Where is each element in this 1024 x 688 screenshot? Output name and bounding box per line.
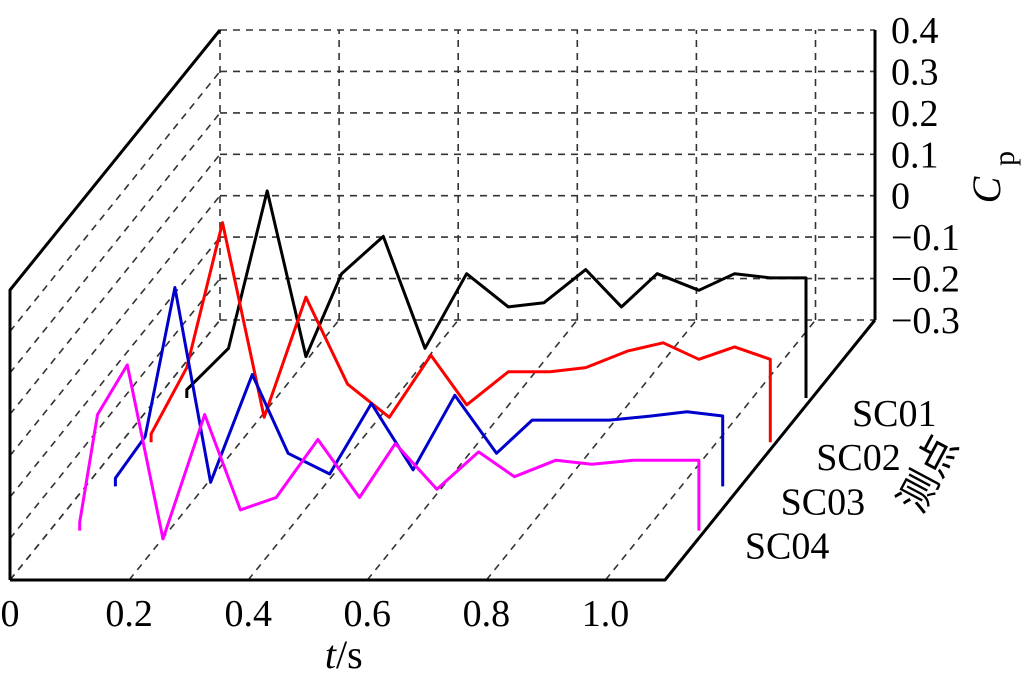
side-wall-gridline — [9, 70, 221, 332]
x-tick-label: 0.8 — [463, 593, 511, 635]
x-tick-label: 0.6 — [344, 593, 392, 635]
z-tick-label: −0.1 — [891, 217, 960, 259]
x-tick-label: 0.2 — [105, 593, 153, 635]
x-tick-label: 1.0 — [582, 593, 630, 635]
side-wall-gridline — [9, 319, 221, 581]
z-tick-label: 0 — [891, 176, 910, 218]
floor-gridline — [485, 319, 698, 581]
floor-gridline — [366, 319, 578, 581]
z-tick-label: 0.4 — [891, 10, 939, 52]
category-label-sc03: SC03 — [781, 481, 865, 523]
x-tick-label: 0.4 — [224, 593, 272, 635]
z-axis-label-main: C — [964, 175, 1009, 203]
side-wall-gridline — [9, 112, 221, 374]
category-label-sc02: SC02 — [816, 437, 900, 479]
x-tick-label: 0 — [1, 593, 20, 635]
series-line-sc01 — [185, 189, 808, 398]
side-wall-gridline — [9, 236, 221, 498]
axes-frame — [8, 29, 877, 582]
axis-floor-frame — [10, 319, 877, 582]
category-label-sc04: SC04 — [745, 526, 829, 568]
series-layer — [78, 189, 808, 541]
series-line-sc03 — [113, 286, 725, 487]
grid-layer — [9, 29, 875, 581]
series-line-sc04 — [78, 363, 701, 541]
z-tick-label: −0.2 — [891, 259, 960, 301]
z-tick-label: 0.1 — [891, 134, 939, 176]
x-axis-label-unit: /s — [336, 632, 363, 677]
tick-labels-layer: 0 0.2 0.4 0.6 0.8 1.00.40.30.20.10−0.1−0.2−0.… — [1, 10, 960, 635]
y-axis-label: 测点 — [889, 428, 967, 520]
side-wall-gridline — [9, 153, 221, 415]
z-tick-label: 0.3 — [891, 51, 939, 93]
side-wall-gridline — [9, 278, 221, 540]
z-tick-label: 0.2 — [891, 93, 939, 135]
floor-gridline — [247, 319, 459, 581]
axis-left-frame — [8, 29, 222, 580]
x-axis-label: t — [325, 632, 337, 677]
series-line-sc02 — [149, 221, 772, 443]
z-axis-label-subscript: p — [988, 151, 1021, 166]
z-axis-label: C p — [964, 151, 1021, 203]
side-wall-gridline — [9, 195, 221, 457]
z-tick-label: −0.3 — [891, 300, 960, 342]
category-label-sc01: SC01 — [852, 393, 936, 435]
floor-gridline — [604, 319, 817, 581]
